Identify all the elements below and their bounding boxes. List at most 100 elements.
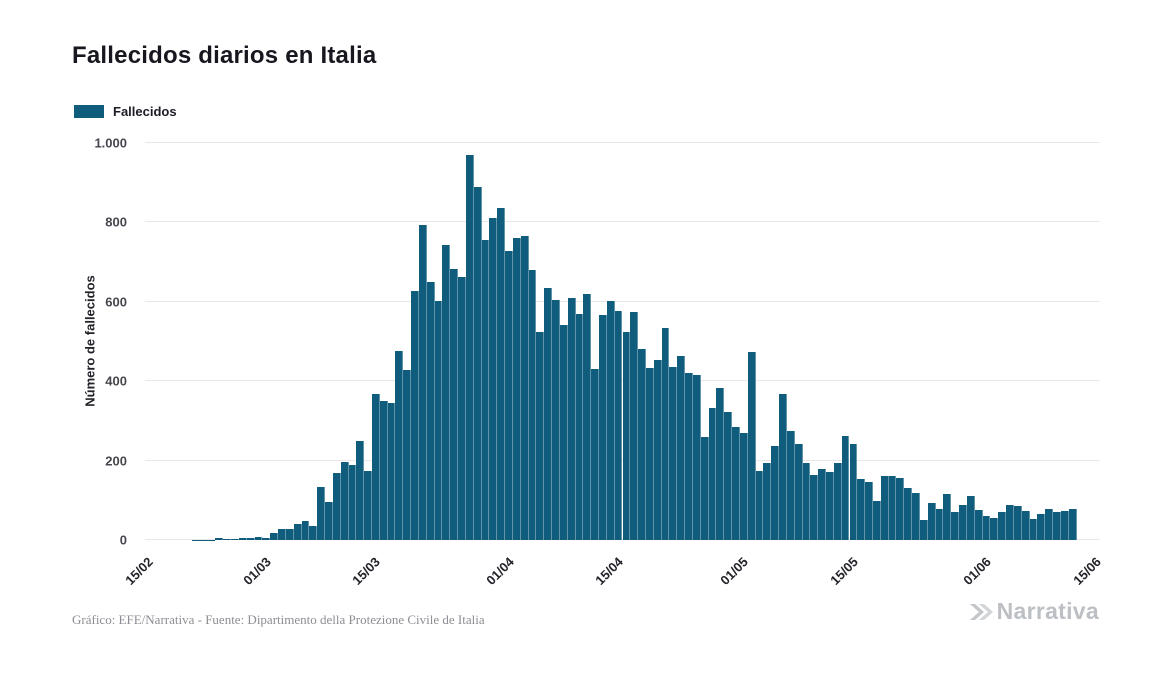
bar <box>450 268 459 540</box>
bar <box>1068 509 1077 540</box>
bar <box>638 348 646 540</box>
bar <box>301 520 310 540</box>
bar <box>599 315 607 540</box>
bar <box>465 155 474 540</box>
bar <box>912 492 920 540</box>
bar <box>552 300 560 540</box>
bar <box>904 488 913 540</box>
bar <box>700 436 709 540</box>
bar <box>1006 505 1014 540</box>
legend-label: Fallecidos <box>113 104 177 119</box>
bar <box>583 294 592 540</box>
bar <box>614 310 623 540</box>
bar <box>732 426 740 540</box>
plot-area <box>145 142 1100 540</box>
gridline <box>145 142 1100 143</box>
narrativa-logo-icon <box>969 603 993 620</box>
bar <box>544 287 553 540</box>
bar <box>434 301 443 540</box>
y-tick-label: 0 <box>119 532 127 548</box>
y-axis-ticks: 0 200 400 600 800 1.000 <box>0 136 137 548</box>
bar <box>473 187 482 540</box>
bar <box>591 368 599 540</box>
bar <box>317 487 326 540</box>
bar <box>747 351 756 540</box>
bar <box>348 464 357 540</box>
bar <box>356 440 365 540</box>
bar <box>622 331 631 540</box>
bar <box>567 297 576 540</box>
x-tick-label: 15/06 <box>1069 554 1104 588</box>
bar <box>231 539 239 540</box>
y-tick-label: 1.000 <box>94 135 127 151</box>
bar <box>1021 511 1030 540</box>
bar <box>794 443 803 540</box>
chart-title: Fallecidos diarios en Italia <box>72 42 377 69</box>
bar <box>739 433 748 540</box>
bar <box>458 277 466 540</box>
bar <box>865 482 873 540</box>
bar <box>340 462 349 540</box>
x-tick-label: 01/05 <box>717 554 752 588</box>
bar <box>1037 514 1046 540</box>
bar <box>254 536 263 540</box>
bar <box>418 225 427 540</box>
bar <box>387 403 396 540</box>
bar <box>708 407 717 540</box>
bar <box>951 512 960 540</box>
bar <box>966 495 975 540</box>
bar <box>653 359 662 540</box>
bar <box>1045 508 1054 540</box>
bar <box>927 503 936 540</box>
bar <box>998 511 1007 540</box>
bar <box>974 510 983 540</box>
y-tick-label: 600 <box>105 294 127 310</box>
y-tick-label: 200 <box>105 453 127 469</box>
x-tick-label: 15/04 <box>592 554 626 588</box>
y-tick-label: 400 <box>105 373 127 389</box>
bar <box>645 368 654 540</box>
bar <box>826 471 834 540</box>
credit-text: Gráfico: EFE/Narrativa - Fuente: Diparti… <box>72 612 485 627</box>
legend: Fallecidos <box>74 104 177 119</box>
bar <box>395 351 404 540</box>
bar <box>833 462 842 540</box>
bar <box>677 355 686 540</box>
gridline <box>145 221 1100 223</box>
bar <box>661 328 670 540</box>
x-axis: 15/02 01/03 15/03 01/04 15/04 01/05 15/05 01/06… <box>123 544 1104 604</box>
bar <box>630 311 639 540</box>
bar <box>779 393 787 540</box>
bar <box>332 473 341 540</box>
bar <box>896 478 905 540</box>
bar <box>880 475 889 540</box>
bar <box>818 468 826 540</box>
bar <box>1053 511 1061 540</box>
bar <box>528 269 537 540</box>
bar <box>810 474 819 540</box>
bar <box>669 366 678 540</box>
bar <box>943 493 952 540</box>
bar <box>606 301 615 540</box>
bar <box>802 462 811 540</box>
bar <box>849 443 858 540</box>
bar <box>841 436 850 540</box>
bar <box>372 393 380 540</box>
bar <box>919 520 928 540</box>
x-tick-label: 15/03 <box>349 554 384 588</box>
bar <box>990 518 999 540</box>
bar <box>872 500 881 540</box>
x-tick-label: 15/02 <box>122 554 157 588</box>
bar <box>278 529 286 540</box>
bar <box>379 401 388 540</box>
bar <box>364 470 372 540</box>
bar <box>246 538 255 540</box>
bar <box>857 479 866 540</box>
bar <box>505 251 513 540</box>
bar <box>238 538 247 540</box>
bar <box>755 470 764 540</box>
bar <box>411 291 419 540</box>
bar <box>959 505 967 540</box>
x-tick-label: 01/06 <box>960 554 994 588</box>
